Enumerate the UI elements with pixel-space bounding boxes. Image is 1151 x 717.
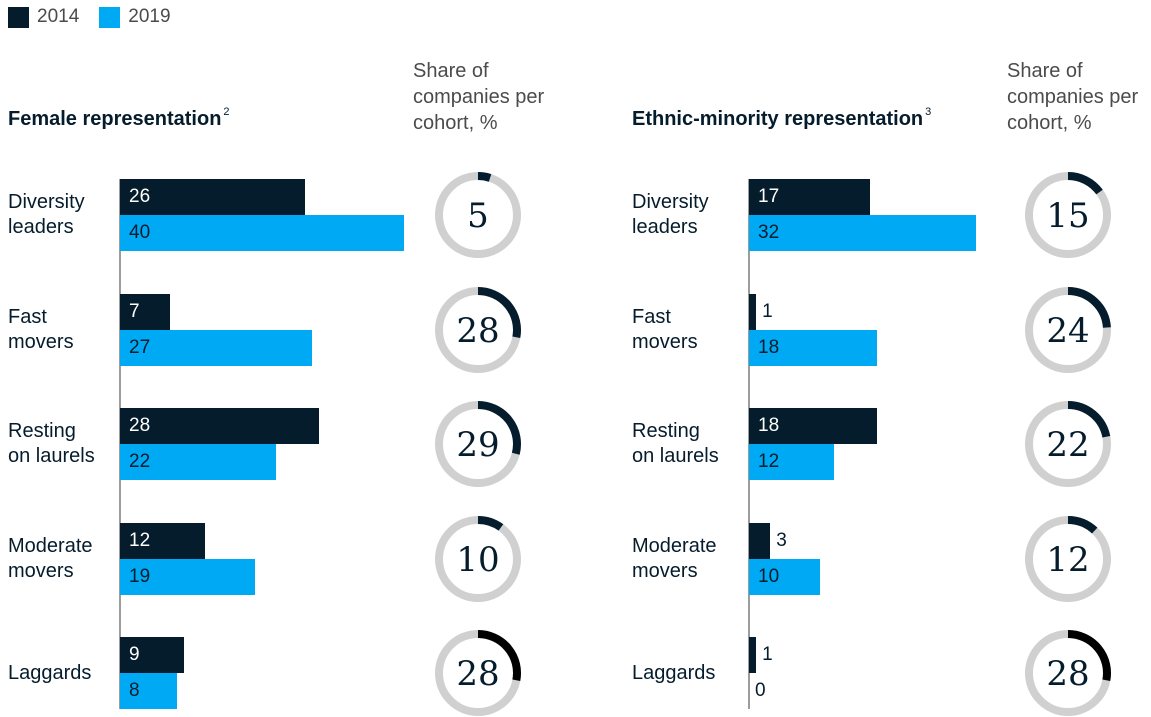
bar-ethnic-2014: [749, 522, 771, 559]
donut-arc: [477, 286, 521, 338]
legend-label-2019: 2019: [128, 6, 171, 27]
donut-value-label: 28: [456, 654, 499, 694]
bar-female-2014: [120, 179, 305, 215]
axis-line-female: [119, 179, 121, 709]
share-donut: 5: [435, 172, 521, 258]
donut-arc: [477, 401, 521, 455]
legend-swatch-2019: [99, 6, 121, 28]
legend-item-2019: 2019: [99, 6, 171, 28]
bar-female-2019: [120, 673, 177, 709]
bar-female-2014: [120, 522, 206, 559]
category-label: Laggards: [632, 661, 716, 684]
bar-female-2019: [120, 329, 312, 366]
donut-value-label: 28: [1046, 654, 1089, 694]
category-label: Diversity leaders: [8, 191, 85, 238]
category-label: Moderate movers: [632, 534, 717, 582]
bar-value-label: 9: [129, 644, 140, 665]
bar-value-label: 3: [776, 529, 787, 551]
panel-title-ethnic-text: Ethnic-minority representation: [632, 108, 924, 130]
bar-female-2019: [120, 558, 255, 595]
bar-value-label: 12: [758, 451, 780, 472]
bar-ethnic-2014: [749, 179, 870, 215]
panel-title-ethnic-footnote: 3: [925, 106, 932, 119]
panel-title-ethnic: Ethnic-minority representation 3: [632, 106, 932, 131]
bar-value-label: 27: [129, 336, 151, 358]
bar-value-label: 7: [129, 300, 140, 322]
share-donut: 15: [1025, 172, 1111, 258]
bar-ethnic-2019: [749, 558, 820, 595]
bar-value-label: 26: [129, 186, 151, 207]
bar-value-label: 18: [758, 415, 780, 436]
bar-value-label: 22: [129, 451, 151, 472]
donut-arc: [477, 172, 492, 182]
category-label: Moderate movers: [8, 534, 93, 582]
donut-value-label: 22: [1046, 425, 1089, 465]
share-header-female: Share of companies per cohort, %: [413, 60, 545, 134]
bar-value-label: 0: [755, 680, 766, 701]
share-donut: 24: [1025, 286, 1111, 373]
donut-value-label: 24: [1046, 311, 1089, 351]
donut-arc: [1067, 630, 1111, 682]
bar-value-label: 28: [129, 415, 151, 436]
bar-value-label: 19: [129, 565, 151, 587]
bar-value-label: 32: [758, 222, 780, 243]
bar-value-label: 1: [762, 644, 773, 665]
donut-arc: [1067, 286, 1111, 328]
category-label: Fast movers: [8, 305, 74, 353]
donut-value-label: 28: [456, 311, 499, 351]
bar-ethnic-2019: [749, 215, 977, 251]
donut-arc: [477, 515, 504, 531]
bar-ethnic-2014: [749, 637, 757, 673]
share-header-ethnic: Share of companies per cohort, %: [1007, 60, 1139, 134]
share-donut: 29: [435, 401, 521, 487]
bar-female-2014: [120, 637, 184, 673]
legend-label-2014: 2014: [37, 6, 80, 27]
share-donut: 12: [1025, 515, 1111, 602]
bar-value-label: 18: [758, 336, 780, 358]
bar-female-2019: [120, 444, 277, 480]
bar-female-2019: [120, 215, 404, 251]
bar-value-label: 8: [129, 680, 140, 701]
share-donut: 28: [1025, 630, 1111, 716]
bar-ethnic-2014: [749, 293, 757, 330]
bar-value-label: 1: [762, 300, 773, 322]
bar-female-2014: [120, 408, 319, 444]
axis-line-ethnic: [748, 179, 750, 709]
bar-value-label: 10: [758, 565, 780, 587]
share-donut: 28: [435, 630, 521, 716]
legend-item-2014: 2014: [8, 6, 79, 28]
donut-arc: [477, 630, 521, 682]
bar-ethnic-2014: [749, 408, 877, 444]
share-donut: 22: [1025, 401, 1111, 487]
donut-value-label: 12: [1046, 540, 1089, 580]
donut-arc: [1067, 172, 1103, 195]
category-label: Diversity leaders: [632, 191, 709, 238]
category-label: Resting on laurels: [632, 420, 719, 467]
donut-value-label: 29: [456, 425, 499, 465]
share-donut: 10: [435, 515, 521, 602]
donut-arc: [1067, 401, 1111, 438]
panel-title-female: Female representation 2: [8, 106, 230, 131]
category-label: Resting on laurels: [8, 420, 95, 467]
panel-title-female-footnote: 2: [223, 106, 230, 119]
donut-value-label: 5: [467, 196, 489, 236]
donut-value-label: 15: [1046, 196, 1089, 236]
legend-swatch-2014: [8, 6, 29, 28]
bar-ethnic-2019: [749, 444, 835, 480]
bar-value-label: 17: [758, 186, 780, 207]
donut-arc: [1067, 515, 1098, 534]
panel-title-female-text: Female representation: [8, 108, 222, 130]
bar-ethnic-2019: [749, 329, 877, 366]
bar-value-label: 40: [129, 222, 151, 243]
bar-value-label: 12: [129, 529, 151, 551]
category-label: Laggards: [8, 661, 92, 684]
share-donut: 28: [435, 286, 521, 373]
bar-female-2014: [120, 293, 170, 330]
legend: 2014 2019: [8, 6, 191, 28]
category-label: Fast movers: [632, 305, 698, 353]
donut-value-label: 10: [456, 540, 499, 580]
